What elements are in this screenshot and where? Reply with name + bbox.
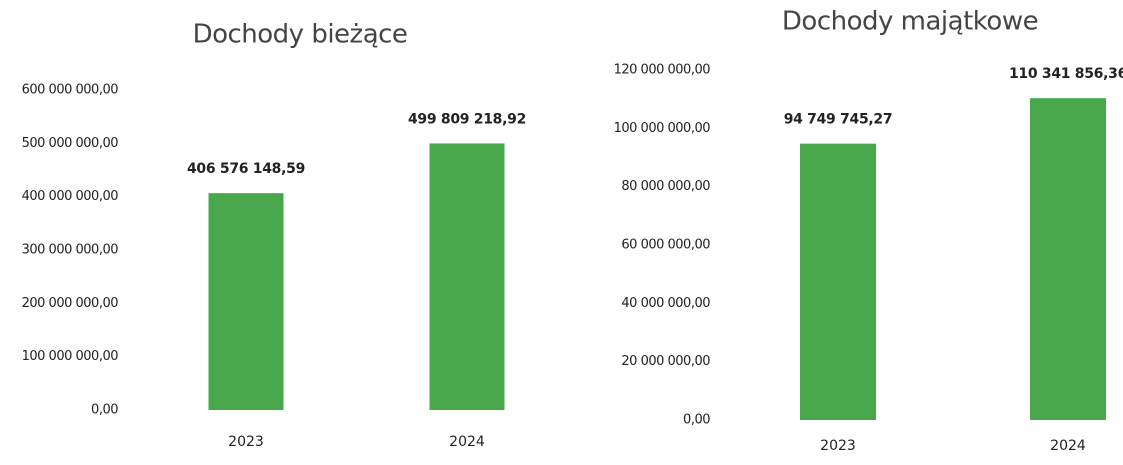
value-label: 499 809 218,92	[408, 111, 526, 127]
y-tick-label: 600 000 000,00	[22, 83, 119, 98]
value-label: 406 576 148,59	[187, 161, 305, 177]
y-tick-label: 100 000 000,00	[614, 121, 711, 136]
y-tick-label: 0,00	[683, 413, 710, 428]
y-tick-label: 100 000 000,00	[22, 349, 119, 364]
y-tick-label: 20 000 000,00	[621, 354, 710, 369]
y-tick-label: 200 000 000,00	[22, 296, 119, 311]
y-tick-label: 60 000 000,00	[621, 238, 710, 253]
bar	[800, 143, 876, 420]
y-tick-label: 120 000 000,00	[614, 63, 711, 78]
y-tick-label: 300 000 000,00	[22, 243, 119, 258]
y-tick-label: 400 000 000,00	[22, 189, 119, 204]
y-tick-label: 500 000 000,00	[22, 136, 119, 151]
value-label: 110 341 856,36	[1009, 66, 1123, 82]
chart-title: Dochody majątkowe	[782, 7, 1038, 37]
chart-title: Dochody bieżące	[193, 20, 408, 50]
x-tick-label: 2024	[449, 434, 485, 450]
x-tick-label: 2023	[820, 438, 856, 454]
bar	[1030, 98, 1106, 420]
y-tick-label: 80 000 000,00	[621, 179, 710, 194]
x-tick-label: 2024	[1050, 438, 1086, 454]
y-tick-label: 0,00	[91, 403, 118, 418]
value-label: 94 749 745,27	[784, 112, 893, 128]
bar	[429, 143, 505, 410]
x-tick-label: 2023	[228, 434, 264, 450]
y-tick-label: 40 000 000,00	[621, 296, 710, 311]
bar	[208, 193, 284, 410]
